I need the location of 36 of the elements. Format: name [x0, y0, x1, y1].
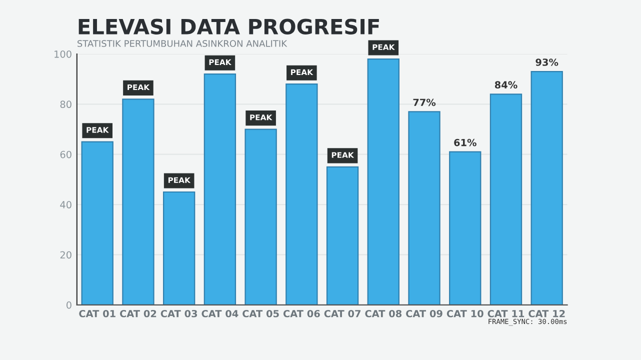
data-label: 84% — [494, 81, 518, 88]
data-label: 61% — [454, 138, 476, 146]
x-tick-label: CAT 11 — [488, 310, 524, 318]
x-tick-label: CAT 12 — [528, 310, 565, 318]
bar — [244, 128, 277, 305]
bar — [530, 71, 563, 305]
x-tick-label: CAT 03 — [160, 310, 198, 318]
x-tick-label: CAT 07 — [324, 310, 360, 318]
y-tick-label: 80 — [60, 100, 72, 108]
bar — [286, 84, 318, 305]
bar — [449, 151, 482, 305]
data-label: 77% — [413, 98, 436, 106]
bar — [204, 74, 236, 305]
y-tick-label: 20 — [60, 251, 72, 259]
bar — [162, 191, 196, 305]
bar — [490, 94, 522, 305]
bar — [408, 111, 440, 305]
bar — [122, 98, 154, 305]
bar — [367, 58, 400, 305]
data-label: 93% — [536, 58, 558, 66]
x-tick-label: CAT 01 — [79, 310, 116, 318]
x-tick-label: CAT 04 — [202, 310, 238, 318]
y-tick-label: 100 — [54, 50, 72, 58]
x-tick-label: CAT 10 — [446, 310, 484, 318]
bar — [81, 141, 114, 305]
x-tick-label: CAT 05 — [242, 310, 279, 318]
x-tick-label: CAT 06 — [283, 310, 320, 318]
y-tick-label: 0 — [66, 301, 72, 309]
chart-title: ELEVASI DATA PROGRESIF — [78, 18, 379, 34]
x-tick-label: CAT 09 — [406, 310, 442, 318]
x-tick-label: CAT 02 — [120, 310, 156, 318]
y-tick-label: 40 — [60, 201, 72, 208]
x-tick-label: CAT 08 — [365, 310, 402, 318]
bar — [326, 166, 359, 305]
chart-subtitle: STATISTIK PERTUMBUHAN ASINKRON ANALITIK — [78, 40, 288, 47]
y-tick-label: 60 — [60, 150, 72, 158]
